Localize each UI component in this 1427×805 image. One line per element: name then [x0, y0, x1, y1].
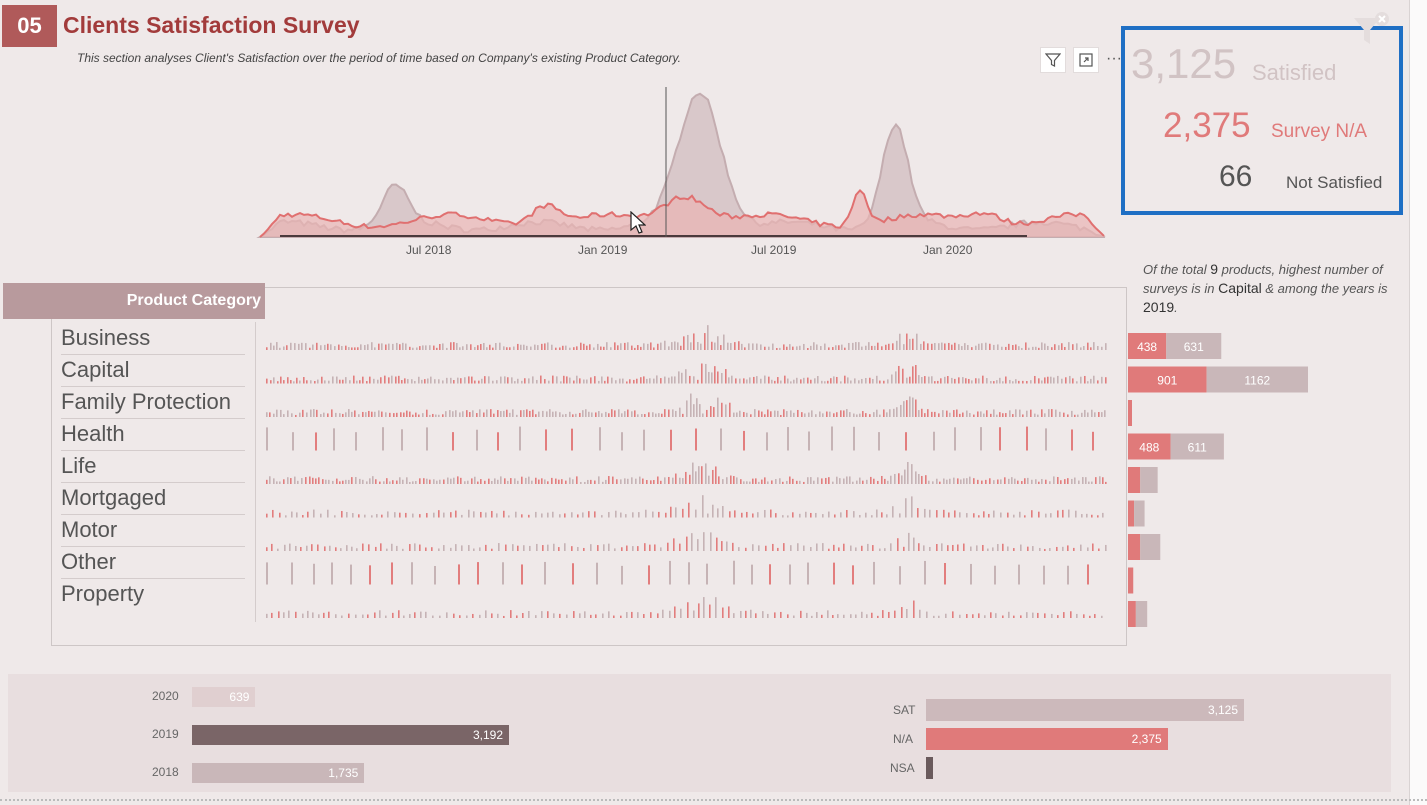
filter-button[interactable] — [1040, 47, 1066, 73]
timeline-tick: Jan 2019 — [578, 243, 628, 257]
category-bar-chart[interactable]: 438 631 901 1162 488 611 — [1126, 318, 1326, 628]
category-bar-segment-a[interactable] — [1128, 534, 1141, 560]
sparkline-row — [266, 597, 1103, 618]
sparkline-row — [266, 560, 1089, 585]
focus-mode-icon — [1079, 53, 1093, 67]
filters-pane-edge[interactable] — [1409, 0, 1427, 805]
timeline-series-red-line — [259, 189, 1105, 238]
sparkline-row — [266, 393, 1106, 417]
clear-filter-icon[interactable] — [1352, 10, 1392, 50]
category-label-other[interactable]: Other — [61, 548, 245, 579]
category-bar-segment-b[interactable] — [1134, 500, 1145, 527]
page-bottom-border — [0, 799, 1427, 801]
product-category-header: Product Category — [3, 283, 265, 319]
sparkline-row — [266, 426, 1094, 451]
category-bar-segment-b[interactable] — [1140, 534, 1161, 560]
category-bar-segment-a[interactable] — [1128, 500, 1135, 527]
category-bar-segment-a[interactable] — [1128, 366, 1207, 393]
section-badge: 05 — [2, 5, 57, 47]
satisfaction-timeline-chart[interactable] — [255, 85, 1110, 265]
sparkline-row — [266, 532, 1107, 551]
status-label: N/A — [893, 732, 914, 746]
category-bar-label: 901 — [1157, 374, 1177, 388]
category-label-mortgaged[interactable]: Mortgaged — [61, 484, 245, 515]
category-sparkline-chart[interactable] — [262, 318, 1114, 628]
satisfied-label: Satisfied — [1252, 60, 1337, 85]
status-bar-na[interactable]: 2,375 — [926, 728, 1168, 750]
divider — [255, 322, 256, 622]
insight-note: Of the total 9 products, highest number … — [1143, 260, 1405, 317]
category-label-motor[interactable]: Motor — [61, 516, 245, 547]
filter-icon — [1045, 53, 1061, 67]
not-satisfied-value: 66 — [1219, 160, 1253, 193]
category-label-business[interactable]: Business — [61, 324, 245, 355]
note-text: products, highest number of surveys is i… — [1143, 262, 1383, 296]
sparkline-row — [266, 325, 1107, 350]
satisfied-value: 3,125 — [1131, 40, 1237, 87]
product-category-panel — [51, 287, 1127, 646]
timeline-tick: Jan 2020 — [923, 243, 973, 257]
timeline-series-red-area — [260, 190, 1105, 237]
status-bar-sat[interactable]: 3,125 — [926, 699, 1244, 721]
focus-mode-button[interactable] — [1073, 47, 1099, 73]
note-text: & among the years is — [1265, 281, 1388, 296]
category-bar-segment-a[interactable] — [1128, 433, 1171, 460]
note-total: 9 — [1210, 261, 1219, 277]
category-bar-label: 438 — [1137, 340, 1157, 354]
status-label: NSA — [890, 761, 915, 775]
category-bar-segment-b[interactable] — [1140, 467, 1158, 493]
category-bar-segment-a[interactable] — [1128, 400, 1132, 426]
more-options-button[interactable]: ··· — [1106, 50, 1122, 67]
category-bar-segment-a[interactable] — [1128, 467, 1141, 493]
category-bar-segment-b[interactable] — [1166, 333, 1222, 359]
year-label: 2020 — [152, 689, 179, 703]
mouse-cursor-icon — [630, 211, 646, 234]
category-bar-label: 488 — [1139, 441, 1159, 455]
category-label-health[interactable]: Health — [61, 420, 245, 451]
status-bar-nsa[interactable] — [926, 757, 933, 779]
note-year: 2019 — [1143, 299, 1175, 315]
page-subtitle: This section analyses Client's Satisfact… — [77, 51, 681, 65]
sparkline-row — [266, 495, 1104, 518]
category-label-life[interactable]: Life — [61, 452, 245, 483]
category-bar-segment-b[interactable] — [1135, 601, 1148, 627]
category-bar-segment-a[interactable] — [1128, 333, 1167, 359]
page-title: Clients Satisfaction Survey — [63, 12, 360, 38]
na-value: 2,375 — [1163, 106, 1251, 145]
note-text: Of the total — [1143, 262, 1207, 277]
kpi-card — [1121, 26, 1403, 215]
category-bar-segment-b[interactable] — [1206, 366, 1308, 393]
year-label: 2019 — [152, 727, 179, 741]
timeline-tick: Jul 2019 — [751, 243, 797, 257]
category-label-property[interactable]: Property — [61, 581, 145, 606]
timeline-tick: Jul 2018 — [406, 243, 452, 257]
year-bar-2019[interactable]: 3,192 — [192, 725, 509, 745]
category-bar-label: 611 — [1188, 441, 1207, 455]
not-satisfied-label: Not Satisfied — [1286, 173, 1383, 192]
note-text: . — [1174, 300, 1178, 315]
year-bar-2020[interactable]: 639 — [192, 687, 256, 707]
na-label: Survey N/A — [1271, 121, 1368, 142]
category-label-family-protection[interactable]: Family Protection — [61, 388, 245, 419]
status-label: SAT — [893, 703, 916, 717]
category-label-capital[interactable]: Capital — [61, 356, 245, 387]
category-bar-label: 1162 — [1244, 374, 1270, 388]
sparkline-row — [266, 462, 1107, 484]
category-bar-segment-a[interactable] — [1128, 567, 1134, 594]
category-bar-segment-b[interactable] — [1170, 433, 1224, 460]
year-label: 2018 — [152, 765, 179, 779]
note-category: Capital — [1218, 280, 1262, 296]
category-bar-segment-a[interactable] — [1128, 601, 1136, 627]
year-bar-2018[interactable]: 1,735 — [192, 763, 365, 783]
category-bar-label: 631 — [1184, 340, 1204, 354]
sparkline-row — [266, 363, 1107, 384]
